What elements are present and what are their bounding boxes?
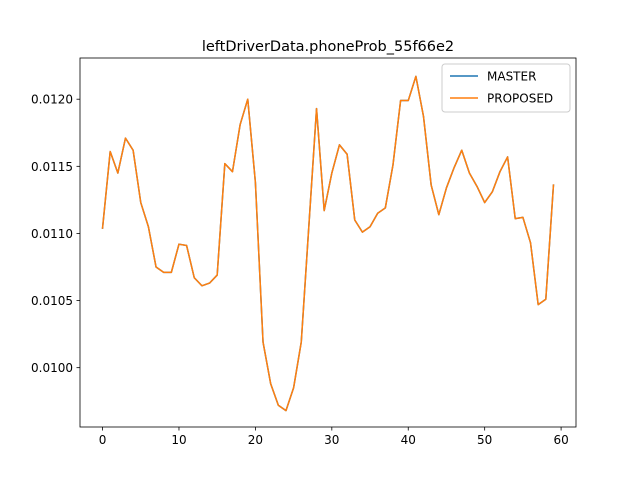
series-layer	[101, 75, 555, 412]
x-tick-label: 0	[99, 433, 107, 447]
axes-layer: 0 10 20 30 40 50 60 0.0100 0.0105 0.0110 0.0115 0.0…	[31, 57, 577, 447]
x-tick-label: 20	[248, 433, 263, 447]
y-tick-label: 0.0110	[31, 227, 73, 241]
x-tick-label: 30	[324, 433, 339, 447]
legend: MASTER PROPOSED	[441, 63, 571, 113]
x-tick-label: 40	[401, 433, 416, 447]
series-line-proposed	[101, 75, 555, 412]
chart-title: leftDriverData.phoneProb_55f66e2	[202, 39, 454, 55]
y-tick-label: 0.0100	[31, 361, 73, 375]
y-tick-label: 0.0120	[31, 93, 73, 107]
plot-area	[80, 58, 576, 427]
legend-label-master: MASTER	[487, 70, 536, 84]
x-tick-label: 50	[477, 433, 492, 447]
x-tick-label: 10	[171, 433, 186, 447]
y-tick-label: 0.0115	[31, 160, 73, 174]
axes-frame	[79, 57, 577, 428]
y-tick-label: 0.0105	[31, 294, 73, 308]
legend-label-proposed: PROPOSED	[487, 92, 553, 106]
x-tick-label: 60	[553, 433, 568, 447]
